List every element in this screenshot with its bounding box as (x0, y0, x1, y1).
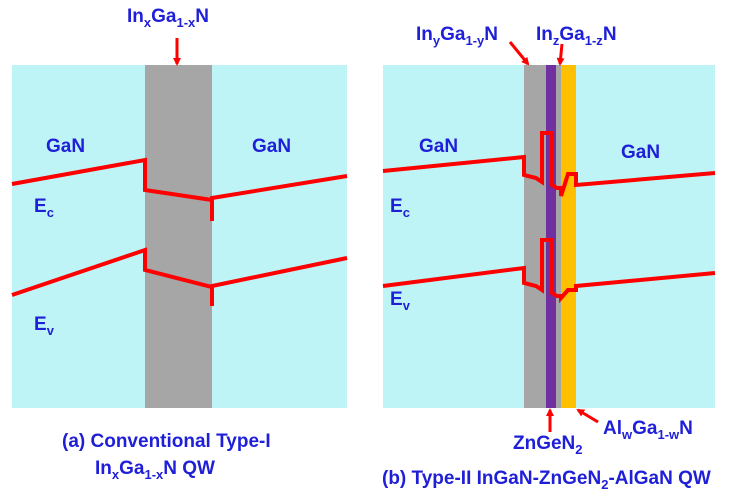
panel-a: InxGa1-xN GaN GaN Ec Ev (a) Conventional… (11, 6, 348, 482)
panel-b-valence-band (382, 238, 716, 304)
panel-a-ingan-well (145, 65, 212, 408)
panel-a-conduction-band (11, 157, 348, 221)
panel-a-caption-line2: InxGa1-xN QW (95, 458, 215, 482)
panel-b-algan-label: AlwGa1-wN (603, 418, 693, 442)
panel-b-zngen2-layer (546, 65, 556, 408)
panel-b-ingan-y-arrow (508, 41, 530, 66)
panel-b-left-gan-label: GaN (419, 136, 458, 157)
panel-b-ev-label: Ev (390, 289, 411, 313)
panel-a-caption-line1: (a) Conventional Type-I (62, 431, 271, 452)
panel-a-ingan-label: InxGa1-xN (127, 6, 209, 30)
panel-b-ingan-layer (524, 65, 546, 408)
panel-a-ev-label: Ev (34, 314, 55, 338)
panel-b: InyGa1-yN InzGa1-zN GaN GaN Ec Ev ZnGeN2… (382, 24, 716, 492)
panel-b-conduction-band (382, 131, 716, 197)
panel-b-algan-layer (561, 65, 576, 408)
panel-b-ingan-z-label: InzGa1-zN (536, 24, 617, 48)
panel-b-ec-label: Ec (390, 196, 410, 220)
panel-b-algan-arrow (576, 408, 599, 424)
panel-b-right-gan-label: GaN (621, 142, 660, 163)
panel-b-ingan-y-label: InyGa1-yN (416, 24, 498, 48)
panel-a-valence-band (11, 247, 348, 306)
panel-b-zngen2-label: ZnGeN2 (513, 433, 583, 457)
panel-a-right-gan-label: GaN (252, 136, 291, 157)
panel-a-left-gan-label: GaN (46, 136, 85, 157)
panel-b-ingan2-layer (556, 65, 561, 408)
panel-b-caption: (b) Type-II InGaN-ZnGeN2-AlGaN QW (382, 468, 711, 492)
panel-a-ec-label: Ec (34, 196, 54, 220)
panel-b-ingan-z-arrow (556, 43, 565, 66)
